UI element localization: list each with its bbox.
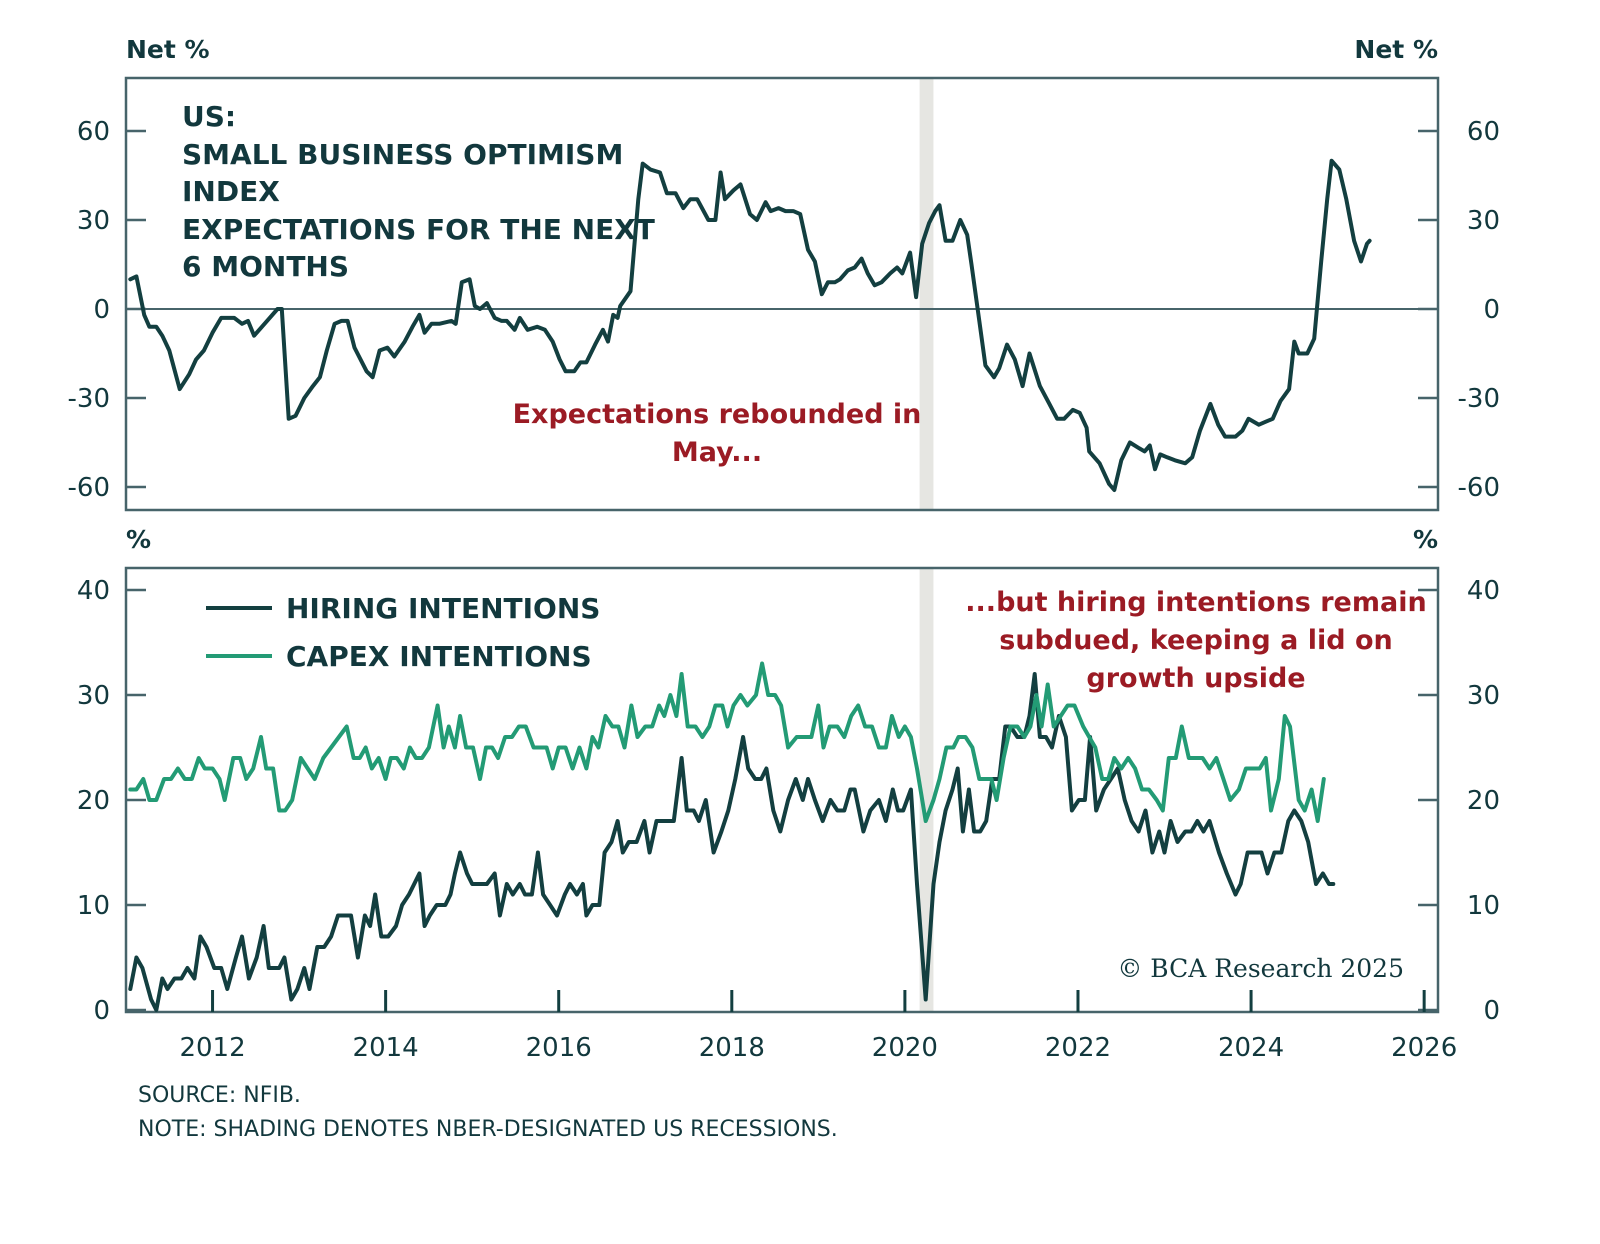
y-tick-label-right: -30 <box>1458 384 1500 414</box>
bottom-series <box>128 661 1336 1012</box>
legend-label-hiring: HIRING INTENTIONS <box>286 592 600 625</box>
y-tick-label-left: 20 <box>77 786 110 816</box>
top-title-line: 6 MONTHS <box>182 250 349 283</box>
x-axis: 2012 2014 2016 2018 2020 2022 2024 2026 <box>179 990 1457 1063</box>
series-line-hiring-intentions <box>128 672 1336 1012</box>
y-tick-label-left: 0 <box>93 295 110 325</box>
y-tick-label-left: -30 <box>68 384 110 414</box>
legend-item-hiring: HIRING INTENTIONS <box>206 592 600 625</box>
bottom-recession-shading <box>919 568 934 1012</box>
x-tick-label: 2018 <box>699 1033 765 1063</box>
top-recession-shading <box>919 78 934 510</box>
bottom-left-axis-unit: % <box>126 525 151 554</box>
copyright-notice: © BCA Research 2025 <box>1117 954 1404 983</box>
top-left-axis-unit: Net % <box>126 35 210 64</box>
series-line-capex-intentions <box>128 661 1326 823</box>
y-tick-label-right: 10 <box>1467 891 1500 921</box>
bottom-annotation: ...but hiring intentions remain subdued,… <box>965 587 1426 694</box>
x-tick-label: 2020 <box>872 1033 938 1063</box>
recession-band <box>919 78 934 510</box>
top-title-line: SMALL BUSINESS OPTIMISM <box>182 138 623 171</box>
x-tick-label: 2022 <box>1045 1033 1111 1063</box>
y-tick-label-left: 30 <box>77 681 110 711</box>
y-tick-label-right: -60 <box>1458 473 1500 503</box>
y-tick-label-left: 40 <box>77 576 110 606</box>
top-series <box>128 158 1372 492</box>
y-tick-label-left: 0 <box>93 996 110 1026</box>
y-tick-label-left: -60 <box>68 473 110 503</box>
shading-note: NOTE: SHADING DENOTES NBER-DESIGNATED US… <box>138 1117 838 1142</box>
y-tick-label-left: 60 <box>77 117 110 147</box>
x-tick-label: 2016 <box>526 1033 592 1063</box>
y-tick-label-right: 0 <box>1483 295 1500 325</box>
bottom-right-axis-unit: % <box>1413 525 1438 554</box>
series-line-small-business-optimism-index-expectatio <box>128 158 1372 492</box>
top-right-axis-unit: Net % <box>1354 35 1438 64</box>
annotation-line: May... <box>672 437 762 468</box>
x-tick-label: 2026 <box>1391 1033 1457 1063</box>
y-tick-label-right: 30 <box>1467 681 1500 711</box>
top-annotation: Expectations rebounded in May... <box>513 399 922 468</box>
top-chart-title: US: SMALL BUSINESS OPTIMISM INDEX EXPECT… <box>182 100 655 283</box>
y-tick-label-right: 60 <box>1467 117 1500 147</box>
y-tick-label-right: 0 <box>1483 996 1500 1026</box>
y-tick-label-left: 30 <box>77 206 110 236</box>
x-tick-label: 2024 <box>1218 1033 1284 1063</box>
y-tick-label-left: 10 <box>77 891 110 921</box>
annotation-line: subdued, keeping a lid on <box>999 625 1392 656</box>
legend: HIRING INTENTIONS CAPEX INTENTIONS <box>206 592 600 673</box>
top-y-axis: 60 60 30 30 0 0 -30 -30 -60 -60 <box>68 117 1500 503</box>
source-note: SOURCE: NFIB. <box>138 1083 301 1108</box>
y-tick-label-right: 30 <box>1467 206 1500 236</box>
annotation-line: growth upside <box>1086 663 1305 694</box>
top-title-line: EXPECTATIONS FOR THE NEXT <box>182 213 655 246</box>
x-tick-label: 2012 <box>179 1033 245 1063</box>
top-title-line: US: <box>182 100 236 133</box>
top-plot-frame <box>124 76 1440 512</box>
legend-item-capex: CAPEX INTENTIONS <box>206 640 592 673</box>
top-panel: 60 60 30 30 0 0 -30 -30 -60 -60 Net % Net % US: S… <box>68 35 1500 512</box>
y-tick-label-right: 40 <box>1467 576 1500 606</box>
legend-label-capex: CAPEX INTENTIONS <box>286 640 592 673</box>
recession-band <box>919 568 934 1012</box>
bottom-y-axis: 40 40 30 30 20 20 10 10 0 0 <box>77 576 1500 1026</box>
x-tick-label: 2014 <box>353 1033 419 1063</box>
top-title-line: INDEX <box>182 175 280 208</box>
y-tick-label-right: 20 <box>1467 786 1500 816</box>
annotation-line: Expectations rebounded in <box>513 399 922 430</box>
annotation-line: ...but hiring intentions remain <box>965 587 1426 618</box>
bottom-plot-frame <box>124 566 1440 1014</box>
